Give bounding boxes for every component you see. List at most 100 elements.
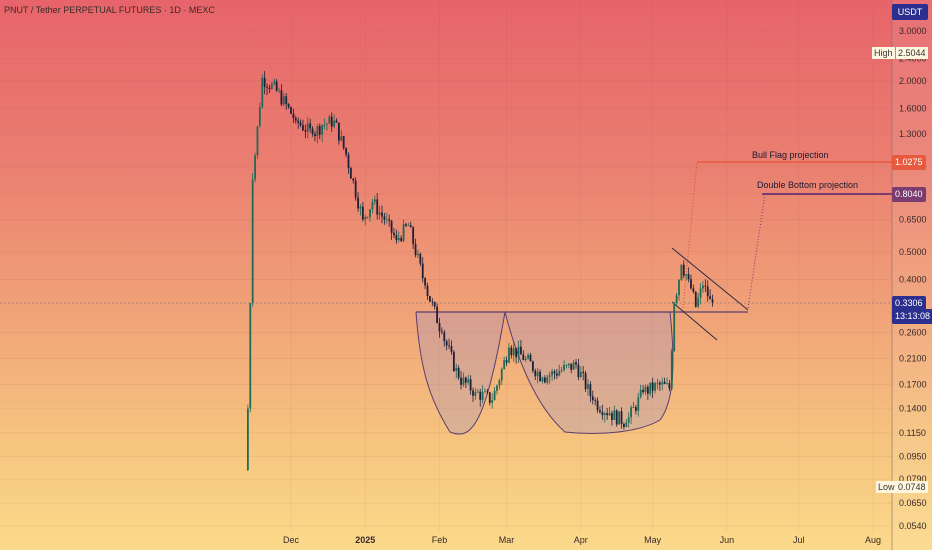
candle-body [582, 371, 585, 374]
candle-body [546, 377, 549, 383]
bull-flag-price-tag: 1.0275 [892, 155, 926, 170]
candle-body [258, 107, 261, 127]
candle-body [536, 371, 539, 377]
candle-body [287, 104, 290, 108]
candle-body [282, 96, 285, 105]
rounding-bottom-left [415, 311, 506, 435]
candle-body [297, 120, 300, 123]
candle-body [275, 81, 278, 91]
candle-body [359, 206, 362, 209]
chart-patterns [0, 161, 892, 435]
bull-flag-label: Bull Flag projection [752, 150, 829, 160]
candle-body [472, 390, 474, 396]
candle-body [318, 126, 321, 135]
currency-button[interactable]: USDT [892, 4, 928, 20]
candle-body [304, 130, 307, 132]
candle-body [464, 377, 467, 383]
candle-body [417, 253, 419, 256]
candle-body [450, 346, 453, 352]
candle-body [421, 263, 424, 279]
candle-body [594, 400, 597, 401]
candle-body [611, 413, 613, 420]
candle-body [385, 219, 388, 221]
candle-body [639, 389, 642, 398]
candle-body [438, 323, 441, 332]
candle-body [510, 347, 513, 356]
candle-body [290, 107, 292, 114]
candle-body [371, 201, 374, 210]
candle-body [378, 212, 381, 215]
candle-body [575, 362, 577, 365]
candle-body [476, 391, 479, 393]
candle-body [486, 391, 489, 393]
candle-body [711, 299, 714, 303]
y-tick-label: 0.1700 [899, 380, 927, 390]
y-tick-label: 0.4000 [899, 274, 927, 284]
candle-body [412, 227, 415, 245]
candle-body [570, 363, 573, 370]
candle-body [493, 390, 496, 401]
candle-body [474, 392, 477, 396]
candle-body [534, 370, 537, 377]
current-price-tag: 0.3306 [892, 296, 926, 311]
candle-body [249, 302, 252, 409]
candle-body [673, 302, 676, 351]
candle-body [668, 383, 671, 389]
flag-lower [671, 301, 718, 341]
candle-body [266, 86, 268, 88]
candle-body [335, 120, 338, 123]
y-tick-label: 1.3000 [899, 129, 927, 139]
x-tick-label: Aug [865, 535, 881, 545]
candle-body [666, 383, 668, 385]
x-tick-label: Dec [283, 535, 300, 545]
candle-body [584, 373, 587, 390]
chart-title: PNUT / Tether PERPETUAL FUTURES · 1D · M… [4, 5, 215, 15]
candle-body [505, 360, 508, 363]
candle-body [321, 124, 324, 135]
candle-body [429, 296, 431, 302]
x-axis[interactable]: Dec 2025 Feb Mar Apr May Jun Jul Aug [283, 535, 881, 545]
candle-body [491, 400, 494, 403]
candle-body [402, 224, 405, 241]
candle-body [460, 377, 462, 385]
candle-body [527, 354, 530, 359]
y-axis[interactable]: 3.00002.40002.00001.60001.30001.00000.80… [891, 0, 932, 550]
candle-body [555, 373, 558, 376]
y-tick-label: 3.0000 [899, 26, 927, 36]
candle-body [541, 377, 544, 382]
candle-body [589, 384, 592, 397]
candle-body [345, 147, 347, 155]
candle-body [613, 410, 616, 420]
candle-body [426, 285, 429, 297]
candle-body [690, 279, 692, 289]
candle-body [424, 278, 427, 286]
y-tick-label: 0.0790 [899, 474, 927, 484]
candle-body [366, 216, 369, 218]
high-price: 2.5044 [896, 47, 928, 59]
candle-body [685, 274, 688, 276]
y-tick-label: 0.2100 [899, 354, 927, 364]
candle-body [644, 386, 647, 393]
candle-body [285, 96, 288, 105]
candle-body [654, 383, 656, 391]
candle-body [333, 120, 336, 127]
candle-body [658, 382, 661, 385]
candle-body [520, 346, 522, 355]
candle-body [354, 180, 357, 198]
y-axis-strip [892, 0, 932, 550]
candle-body [697, 297, 700, 307]
candle-body [551, 371, 553, 376]
candle-body [512, 348, 515, 356]
candle-body [268, 87, 271, 89]
double-bottom-projection-path [747, 193, 766, 309]
low-label: Low [876, 481, 897, 493]
candle-body [522, 354, 525, 360]
candle-body [637, 397, 640, 411]
candle-body [601, 411, 604, 416]
candle-body [627, 417, 630, 423]
candle-body [579, 371, 582, 378]
candle-body [309, 123, 312, 129]
candle-body [294, 118, 297, 121]
